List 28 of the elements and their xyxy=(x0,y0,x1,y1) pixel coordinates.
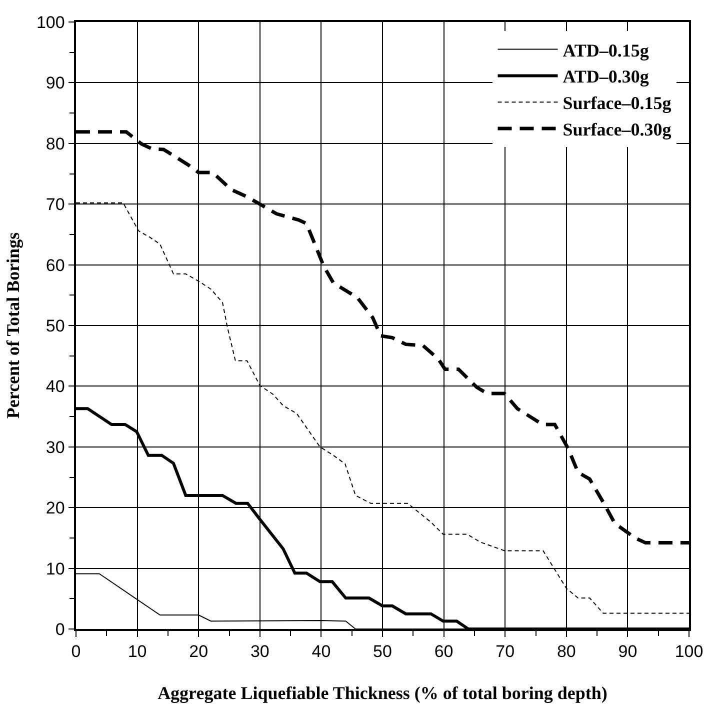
x-axis-title: Aggregate Liquefiable Thickness (% of total boring depth) xyxy=(158,682,608,703)
legend-label: Surface–0.15g xyxy=(562,93,672,114)
y-tick-label: 50 xyxy=(46,316,65,336)
y-tick-label: 20 xyxy=(46,498,65,518)
y-axis-title: Percent of Total Borings xyxy=(3,232,24,419)
x-tick-label: 50 xyxy=(373,642,392,662)
y-tick-label: 10 xyxy=(46,559,65,578)
y-tick-label: 100 xyxy=(36,12,65,32)
legend-label: ATD–0.15g xyxy=(562,40,649,60)
x-tick-label: 60 xyxy=(434,642,454,662)
y-tick-label: 90 xyxy=(46,74,65,93)
x-tick-label: 0 xyxy=(71,642,81,662)
legend-label: Surface–0.30g xyxy=(562,120,672,140)
x-tick-label: 90 xyxy=(618,642,638,662)
x-tick-label: 30 xyxy=(250,642,270,662)
legend-label: ATD–0.30g xyxy=(562,66,649,87)
y-tick-label: 0 xyxy=(55,620,65,639)
x-tick-label: 70 xyxy=(496,642,515,662)
y-tick-label: 80 xyxy=(46,134,65,154)
x-tick-label: 40 xyxy=(312,642,331,662)
y-tick-label: 30 xyxy=(46,438,65,457)
x-tick-label: 20 xyxy=(189,642,208,662)
y-tick-label: 40 xyxy=(46,377,65,396)
y-tick-label: 60 xyxy=(46,256,65,275)
x-tick-label: 80 xyxy=(556,642,576,662)
y-tick-label: 70 xyxy=(46,195,65,214)
x-tick-label: 100 xyxy=(674,642,704,662)
x-tick-label: 10 xyxy=(128,642,147,662)
